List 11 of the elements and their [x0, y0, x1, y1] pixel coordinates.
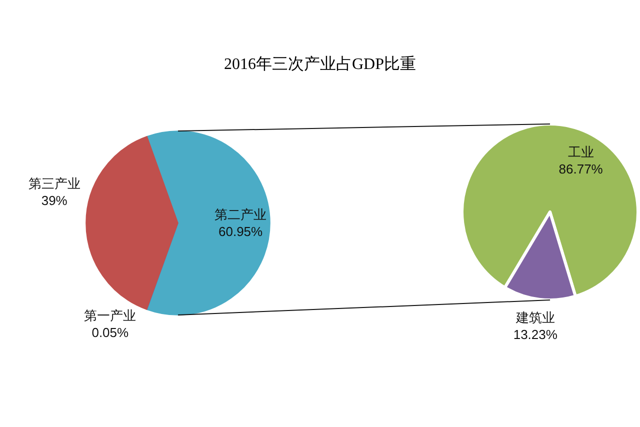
slice-label: 第一产业: [84, 308, 136, 323]
slice-label: 工业: [568, 144, 594, 160]
slice-label: 第二产业: [214, 207, 267, 222]
slice-label: 建筑业: [514, 310, 555, 326]
data-label: 39%: [41, 193, 68, 208]
text: 2016年三次产业占GDP比重: [224, 55, 416, 73]
data-label: 0.05%: [92, 324, 130, 340]
data-label: 86.77%: [558, 162, 604, 177]
slice-label: 第三产业: [28, 176, 80, 192]
data-label: 60.95%: [218, 224, 264, 239]
data-label: 13.23%: [513, 327, 558, 342]
